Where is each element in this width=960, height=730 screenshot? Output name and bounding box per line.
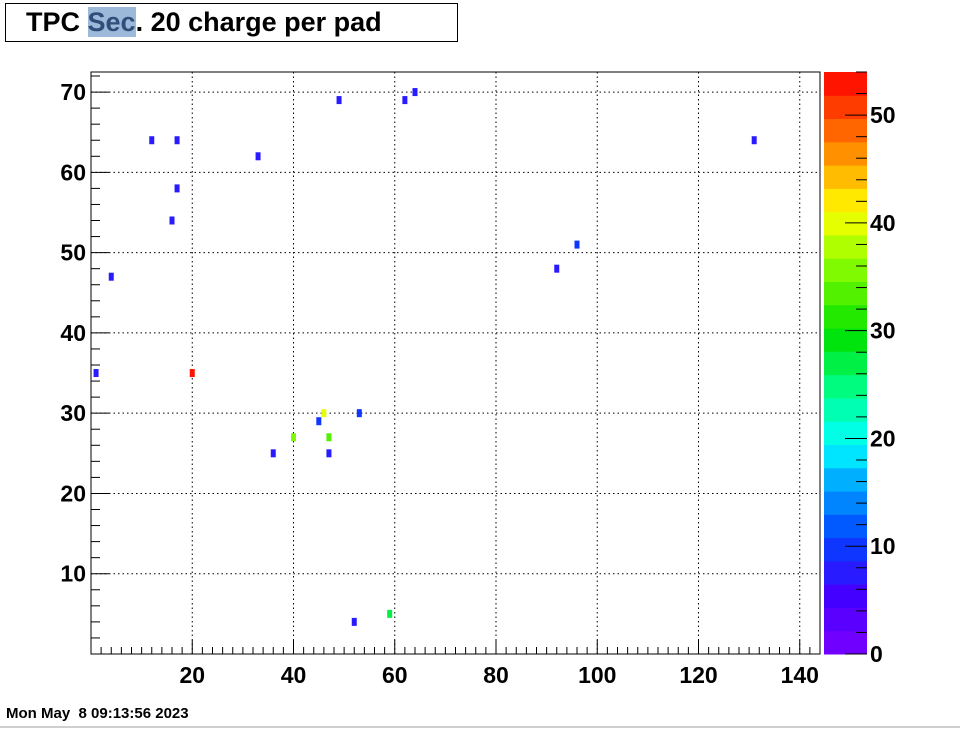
- heatmap-cell: [751, 136, 757, 145]
- heatmap-cell: [412, 88, 418, 97]
- heatmap-cell: [326, 449, 332, 458]
- heatmap-cell: [108, 272, 114, 281]
- color-scale-band: [824, 328, 867, 352]
- color-scale-band: [824, 304, 867, 329]
- heatmap-cell: [387, 609, 393, 618]
- x-tick-label: 40: [281, 662, 307, 688]
- heatmap-cell: [336, 96, 342, 105]
- color-scale-label: 20: [870, 425, 896, 451]
- heatmap-cell: [316, 417, 322, 426]
- color-scale-band: [824, 374, 867, 399]
- chart-title-suffix: . 20 charge per pad: [135, 7, 382, 37]
- y-tick-label: 50: [60, 240, 86, 266]
- chart-title-highlight: Sec: [87, 7, 136, 37]
- heatmap-cell: [321, 409, 327, 418]
- color-scale-band: [824, 630, 867, 655]
- color-scale-band: [824, 397, 867, 422]
- heatmap-cell: [189, 369, 195, 378]
- y-tick-label: 30: [60, 400, 86, 426]
- timestamp-label: Mon May 8 09:13:56 2023: [6, 705, 189, 722]
- x-tick-label: 100: [578, 662, 616, 688]
- x-axis-labels: 20 40 60 80 100 120 140: [179, 662, 818, 688]
- grid-lines: [91, 72, 820, 654]
- color-scale-band: [824, 234, 867, 259]
- heatmap-cell: [326, 433, 332, 442]
- color-scale-band: [824, 491, 867, 515]
- y-tick-label: 10: [60, 561, 86, 587]
- heatmap-cell: [402, 96, 408, 105]
- color-scale-band: [824, 444, 867, 469]
- x-tick-label: 120: [679, 662, 717, 688]
- color-scale-band: [824, 258, 867, 283]
- heatmap-cell: [291, 433, 296, 442]
- color-scale-band: [824, 95, 867, 120]
- heatmap-cell: [351, 617, 357, 626]
- color-scale-band: [824, 421, 867, 445]
- plot-frame: [90, 71, 821, 655]
- color-scale-label: 0: [870, 641, 883, 667]
- heatmap-cell: [255, 152, 261, 161]
- color-scale-label: 10: [870, 533, 896, 559]
- heatmap-cell: [93, 369, 99, 378]
- color-scale-band: [824, 188, 867, 213]
- heatmap-cell: [149, 136, 155, 145]
- x-tick-label: 140: [781, 662, 819, 688]
- color-scale-labels: 0 10 20 30 40 50: [870, 102, 896, 667]
- color-scale-band: [824, 72, 867, 96]
- color-scale-band: [824, 211, 867, 236]
- color-scale-band: [824, 537, 867, 562]
- color-scale-band: [824, 584, 867, 608]
- heatmap-cell: [356, 409, 362, 418]
- y-axis-labels: 10 20 30 40 50 60 70: [60, 79, 86, 587]
- color-scale-band: [824, 165, 867, 189]
- color-scale: [824, 71, 867, 655]
- color-scale-label: 40: [870, 210, 896, 236]
- color-scale-band: [824, 560, 867, 585]
- heatmap-cell: [270, 449, 276, 458]
- color-scale-band: [824, 141, 867, 166]
- heatmap-cell: [174, 184, 180, 193]
- y-tick-label: 70: [60, 79, 86, 105]
- chart-title-prefix: TPC: [26, 7, 88, 37]
- x-tick-label: 80: [483, 662, 509, 688]
- heatmap-cells: [93, 88, 757, 626]
- heatmap-cell: [169, 216, 175, 225]
- color-scale-band: [824, 118, 867, 143]
- heatmap-cell: [554, 264, 560, 273]
- color-scale-band: [824, 514, 867, 539]
- bottom-divider: [0, 726, 960, 728]
- y-tick-label: 60: [60, 159, 86, 185]
- heatmap-cell: [174, 136, 180, 145]
- chart-title: TPC Sec. 20 charge per pad: [5, 3, 458, 42]
- heatmap-cell: [574, 240, 580, 249]
- color-scale-band: [824, 351, 867, 376]
- color-scale-label: 30: [870, 318, 896, 344]
- axis-ticks: [91, 75, 821, 654]
- heatmap-plot: 20 40 60 80 100 120 140 10 20 30 40 50 60 70 0 10 20 30…: [60, 71, 896, 688]
- y-tick-label: 40: [60, 320, 86, 346]
- x-tick-label: 20: [179, 662, 205, 688]
- color-scale-band: [824, 607, 867, 632]
- color-scale-label: 50: [870, 102, 896, 128]
- y-tick-label: 20: [60, 480, 86, 506]
- color-scale-band: [824, 467, 867, 492]
- x-tick-label: 60: [382, 662, 408, 688]
- color-scale-band: [824, 281, 867, 306]
